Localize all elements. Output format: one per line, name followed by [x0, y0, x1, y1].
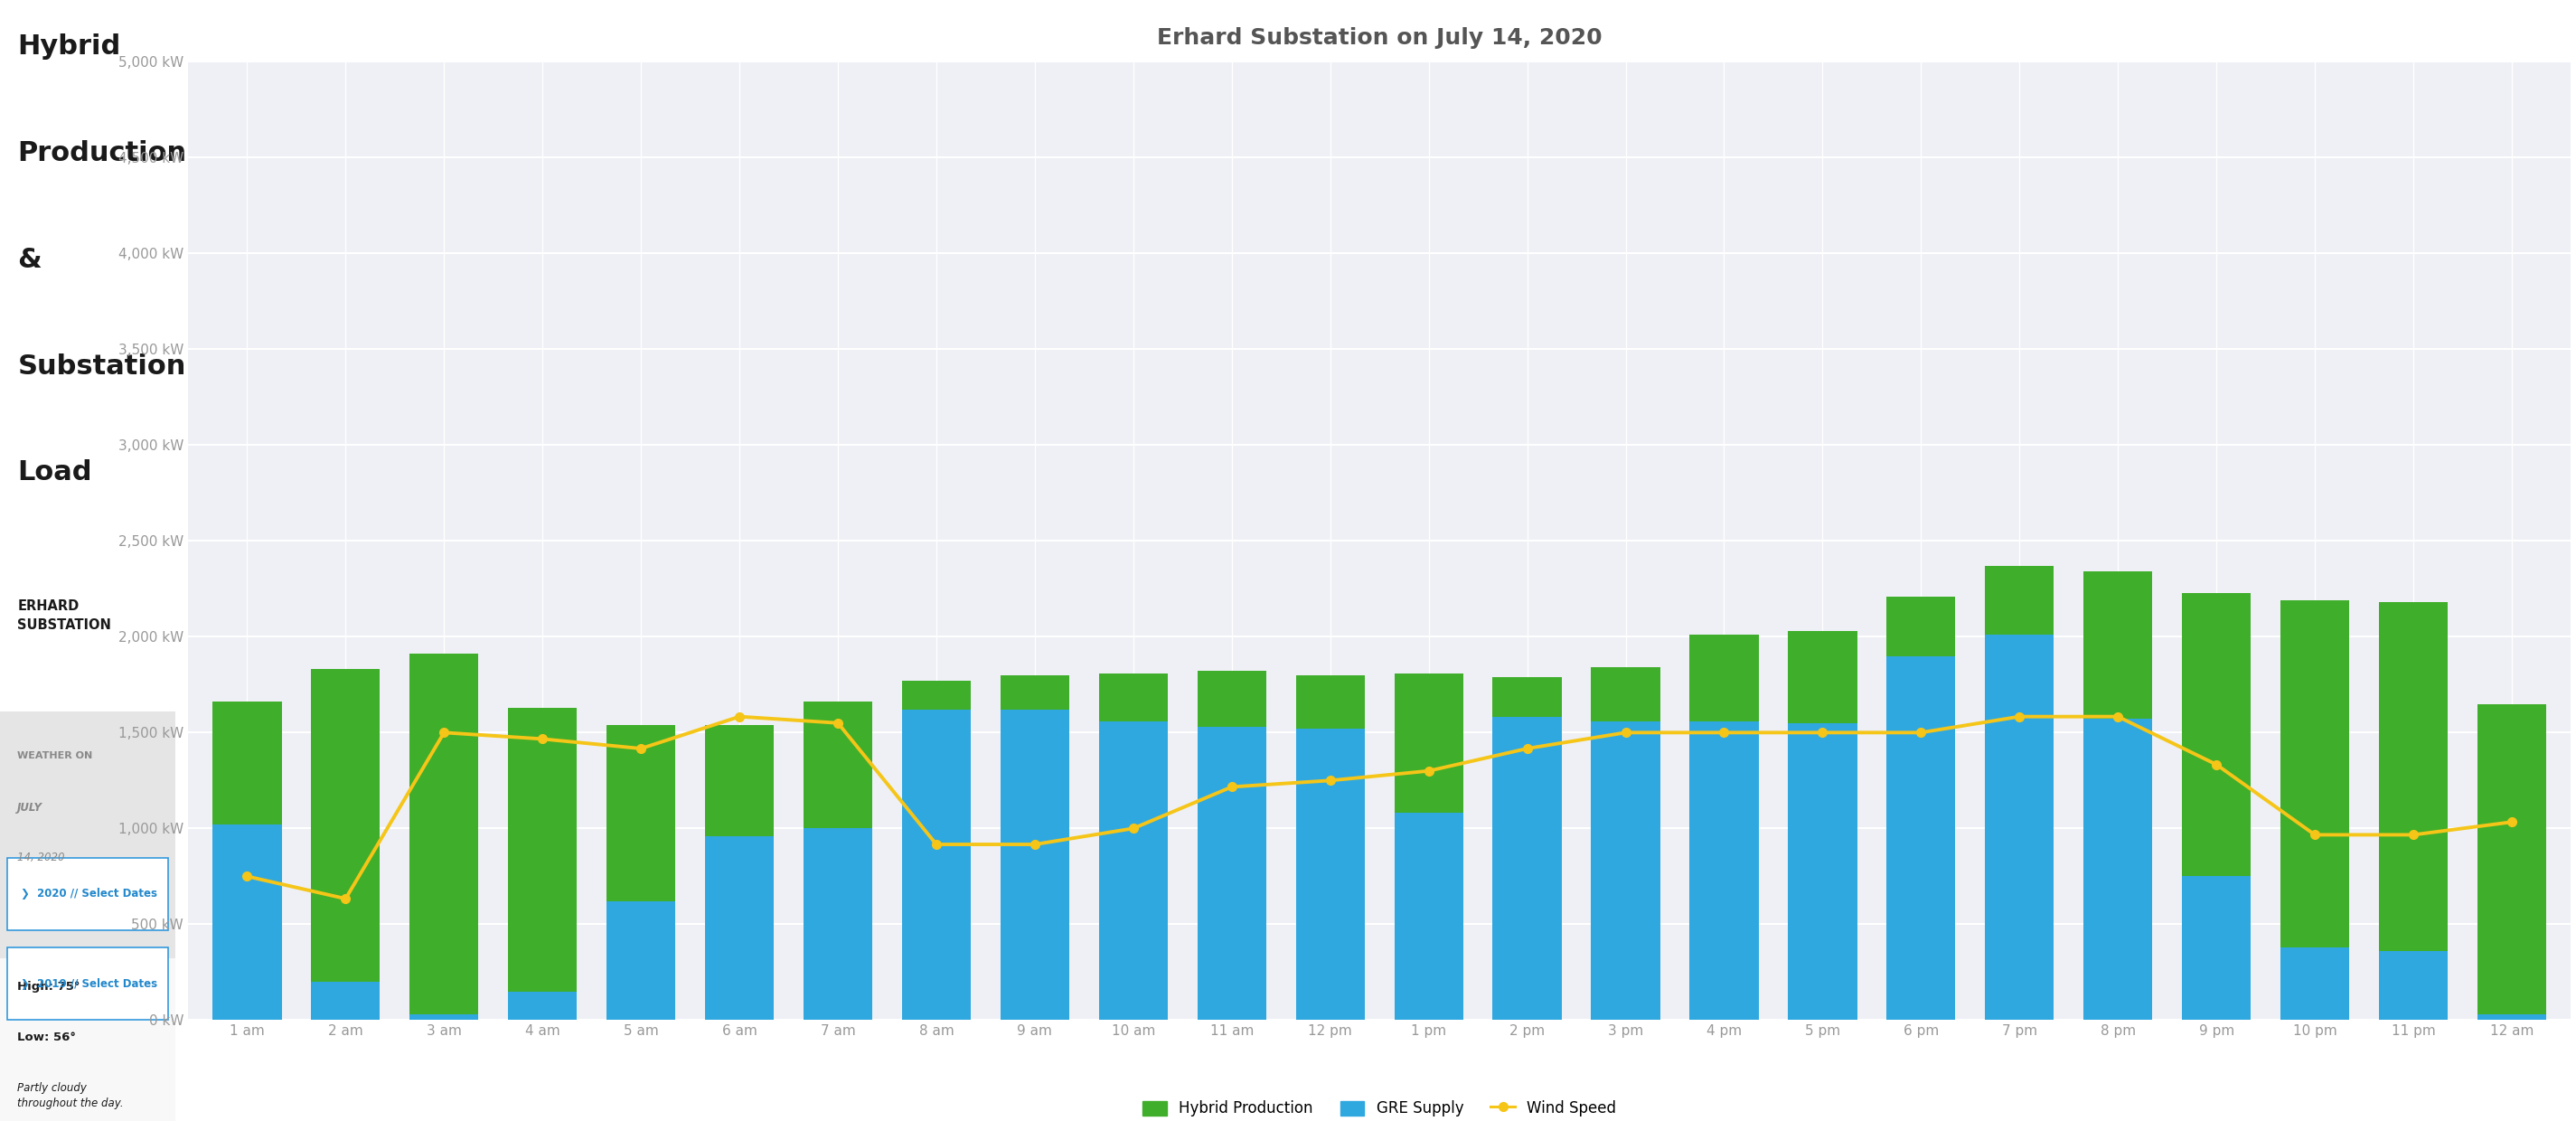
Bar: [804, 828, 873, 1020]
Bar: [1394, 813, 1463, 1020]
Text: High: 75°: High: 75°: [18, 981, 80, 992]
Bar: [507, 707, 577, 991]
Bar: [1986, 634, 2053, 1020]
Bar: [1100, 721, 1167, 1020]
Text: ❯  2020 // Select Dates: ❯ 2020 // Select Dates: [21, 888, 157, 900]
Bar: [605, 901, 675, 1020]
Bar: [1198, 671, 1267, 726]
Bar: [2478, 704, 2545, 1015]
Text: WEATHER ON: WEATHER ON: [18, 751, 95, 760]
Bar: [1886, 596, 1955, 656]
Text: Substation: Substation: [18, 353, 185, 379]
Text: Production: Production: [18, 140, 185, 166]
Title: Erhard Substation on July 14, 2020: Erhard Substation on July 14, 2020: [1157, 27, 1602, 48]
Text: Partly cloudy
throughout the day.: Partly cloudy throughout the day.: [18, 1082, 124, 1109]
Bar: [2478, 1015, 2545, 1020]
Bar: [410, 654, 479, 1015]
Text: &: &: [18, 247, 41, 272]
Bar: [1592, 667, 1659, 721]
Bar: [214, 825, 281, 1020]
Text: Low: 56°: Low: 56°: [18, 1031, 77, 1043]
Bar: [312, 669, 381, 982]
FancyBboxPatch shape: [0, 958, 175, 1121]
Text: ❯  2019 // Select Dates: ❯ 2019 // Select Dates: [21, 978, 157, 990]
Bar: [706, 725, 773, 836]
Bar: [312, 982, 381, 1020]
Bar: [214, 702, 281, 825]
Bar: [1492, 677, 1561, 717]
Bar: [2084, 720, 2154, 1020]
Bar: [1690, 721, 1759, 1020]
Bar: [2378, 951, 2447, 1020]
Bar: [1690, 634, 1759, 721]
Bar: [2182, 877, 2251, 1020]
Bar: [2378, 602, 2447, 951]
Bar: [1100, 673, 1167, 721]
Bar: [999, 710, 1069, 1020]
Bar: [1296, 675, 1365, 729]
Bar: [1788, 631, 1857, 723]
Bar: [507, 991, 577, 1020]
Text: JULY: JULY: [18, 802, 44, 813]
Bar: [2280, 601, 2349, 947]
Bar: [1788, 723, 1857, 1020]
Bar: [1198, 726, 1267, 1020]
Bar: [1296, 729, 1365, 1020]
Text: Load: Load: [18, 460, 93, 485]
Bar: [1886, 656, 1955, 1020]
Bar: [999, 675, 1069, 710]
Bar: [1394, 673, 1463, 813]
Bar: [2182, 593, 2251, 877]
Bar: [902, 710, 971, 1020]
Bar: [1592, 721, 1659, 1020]
Text: Hybrid: Hybrid: [18, 34, 121, 59]
Bar: [902, 680, 971, 710]
Bar: [2280, 947, 2349, 1020]
Text: 14, 2020: 14, 2020: [18, 852, 64, 863]
Bar: [2084, 572, 2154, 720]
Bar: [706, 836, 773, 1020]
Text: ERHARD
SUBSTATION: ERHARD SUBSTATION: [18, 600, 111, 632]
Bar: [605, 725, 675, 901]
Bar: [410, 1015, 479, 1020]
Bar: [804, 702, 873, 828]
Bar: [1986, 566, 2053, 634]
Bar: [1492, 717, 1561, 1020]
FancyBboxPatch shape: [8, 858, 167, 930]
Legend: Hybrid Production, GRE Supply, Wind Speed: Hybrid Production, GRE Supply, Wind Spee…: [1136, 1094, 1623, 1121]
FancyBboxPatch shape: [8, 947, 167, 1020]
FancyBboxPatch shape: [0, 712, 175, 958]
